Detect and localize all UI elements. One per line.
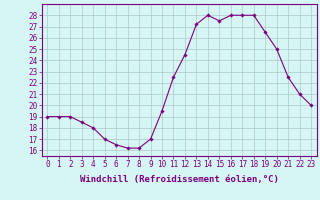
X-axis label: Windchill (Refroidissement éolien,°C): Windchill (Refroidissement éolien,°C) <box>80 175 279 184</box>
